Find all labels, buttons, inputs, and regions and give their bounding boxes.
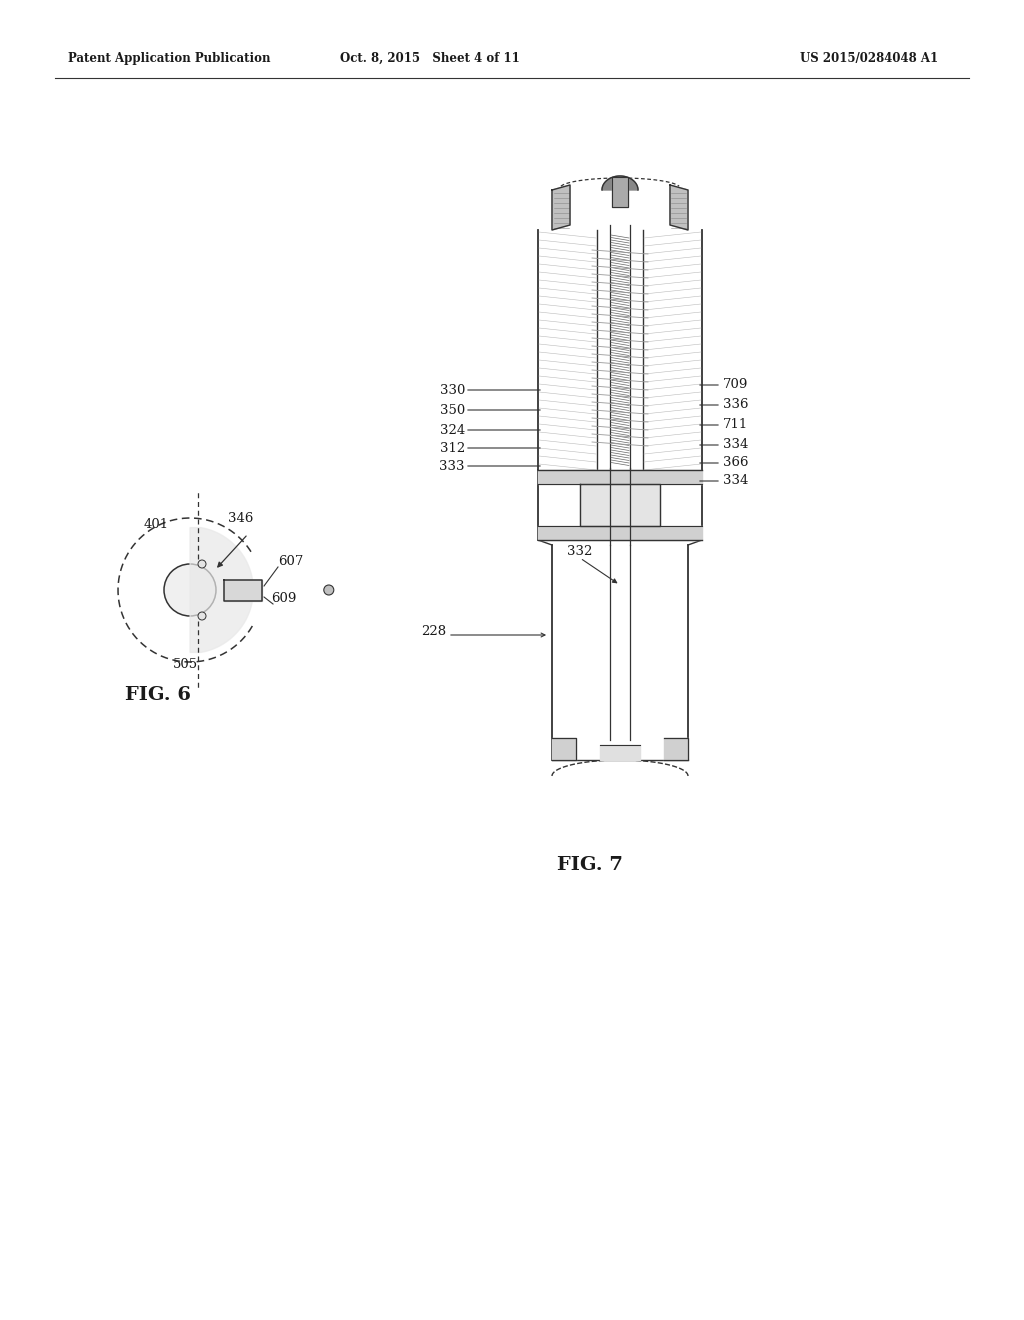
Text: 324: 324 <box>439 424 465 437</box>
Polygon shape <box>190 528 253 652</box>
Text: 711: 711 <box>723 418 749 432</box>
Text: 607: 607 <box>278 554 303 568</box>
Text: 401: 401 <box>144 517 169 531</box>
Text: US 2015/0284048 A1: US 2015/0284048 A1 <box>800 51 938 65</box>
Text: Oct. 8, 2015   Sheet 4 of 11: Oct. 8, 2015 Sheet 4 of 11 <box>340 51 520 65</box>
Text: 333: 333 <box>439 459 465 473</box>
Text: 312: 312 <box>439 441 465 454</box>
Circle shape <box>324 585 334 595</box>
Polygon shape <box>538 470 702 484</box>
Text: 346: 346 <box>228 512 253 525</box>
Polygon shape <box>552 738 575 760</box>
Polygon shape <box>602 176 638 190</box>
Text: 332: 332 <box>567 545 593 558</box>
Text: 505: 505 <box>172 657 198 671</box>
Text: FIG. 7: FIG. 7 <box>557 855 623 874</box>
Polygon shape <box>224 579 262 601</box>
Text: 709: 709 <box>723 379 749 392</box>
Polygon shape <box>600 744 640 760</box>
Text: 330: 330 <box>439 384 465 396</box>
Text: Patent Application Publication: Patent Application Publication <box>68 51 270 65</box>
Text: FIG. 6: FIG. 6 <box>125 686 191 704</box>
Circle shape <box>164 564 216 616</box>
Polygon shape <box>664 738 688 760</box>
Circle shape <box>198 560 206 568</box>
Polygon shape <box>580 484 660 525</box>
Text: 366: 366 <box>723 457 749 470</box>
Text: 228: 228 <box>421 624 446 638</box>
Text: 336: 336 <box>723 399 749 412</box>
Text: 609: 609 <box>271 591 296 605</box>
Polygon shape <box>670 185 688 230</box>
Text: 334: 334 <box>723 474 749 487</box>
Text: 350: 350 <box>439 404 465 417</box>
Polygon shape <box>538 525 702 540</box>
Circle shape <box>198 612 206 620</box>
Polygon shape <box>552 185 570 230</box>
Text: 334: 334 <box>723 438 749 451</box>
Polygon shape <box>612 177 628 207</box>
